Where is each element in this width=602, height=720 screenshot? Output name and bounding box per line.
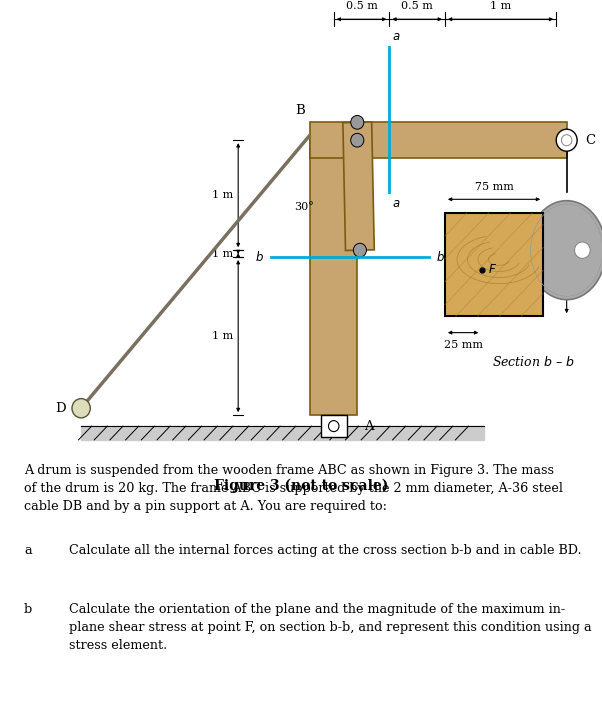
Circle shape bbox=[351, 115, 364, 129]
Text: 1 m: 1 m bbox=[490, 1, 511, 11]
Circle shape bbox=[562, 135, 572, 145]
Circle shape bbox=[329, 420, 339, 431]
Text: b: b bbox=[24, 603, 33, 616]
Text: Calculate the orientation of the plane and the magnitude of the maximum in-
plan: Calculate the orientation of the plane a… bbox=[69, 603, 592, 652]
Text: D: D bbox=[55, 402, 66, 415]
Text: $F$: $F$ bbox=[488, 264, 497, 276]
Polygon shape bbox=[310, 122, 566, 158]
Polygon shape bbox=[445, 213, 543, 316]
Text: Figure 3 (not to scale): Figure 3 (not to scale) bbox=[214, 478, 388, 492]
Circle shape bbox=[353, 243, 367, 257]
Text: A: A bbox=[364, 420, 373, 433]
Text: C: C bbox=[585, 134, 595, 147]
Text: $a$: $a$ bbox=[392, 30, 400, 42]
Text: 25 mm: 25 mm bbox=[444, 340, 483, 349]
Polygon shape bbox=[310, 140, 357, 415]
Text: 1 m: 1 m bbox=[212, 331, 233, 341]
Polygon shape bbox=[343, 122, 374, 251]
Polygon shape bbox=[321, 415, 347, 437]
Text: 75 mm: 75 mm bbox=[573, 260, 602, 269]
Circle shape bbox=[556, 129, 577, 151]
Text: A drum is suspended from the wooden frame ABC as shown in Figure 3. The mass
of : A drum is suspended from the wooden fram… bbox=[24, 464, 563, 513]
Text: 0.5 m: 0.5 m bbox=[401, 1, 433, 11]
Text: $b$: $b$ bbox=[436, 250, 445, 264]
Text: 1 m: 1 m bbox=[212, 248, 233, 258]
Ellipse shape bbox=[527, 201, 602, 300]
Text: 30°: 30° bbox=[294, 202, 314, 212]
Text: B: B bbox=[295, 104, 305, 117]
Text: Calculate all the internal forces acting at the cross section b-b and in cable B: Calculate all the internal forces acting… bbox=[69, 544, 582, 557]
Text: $b$: $b$ bbox=[255, 250, 264, 264]
Text: 75 mm: 75 mm bbox=[474, 182, 514, 192]
Circle shape bbox=[574, 242, 590, 258]
Text: 1 m: 1 m bbox=[212, 190, 233, 200]
Circle shape bbox=[351, 133, 364, 147]
Text: Section $b$ – $b$: Section $b$ – $b$ bbox=[492, 355, 575, 369]
Text: a: a bbox=[24, 544, 32, 557]
Circle shape bbox=[72, 399, 90, 418]
Text: $a$: $a$ bbox=[392, 197, 400, 210]
Text: 0.5 m: 0.5 m bbox=[346, 1, 377, 11]
